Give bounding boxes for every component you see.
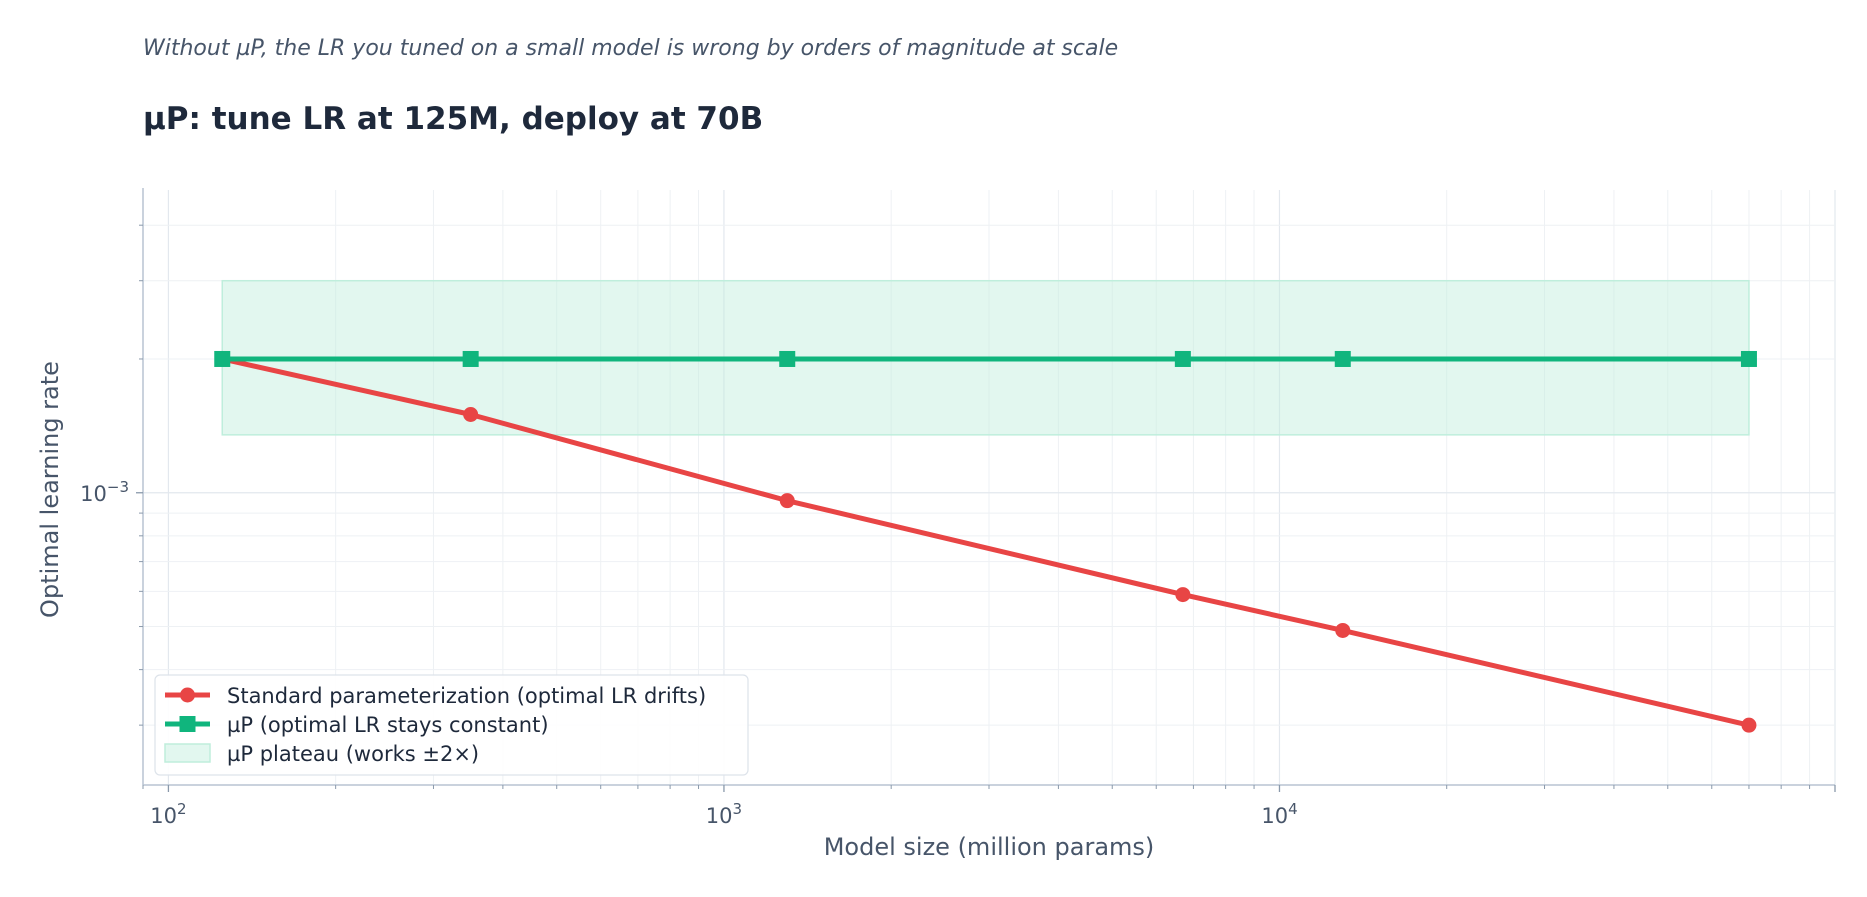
legend-box — [154, 674, 749, 776]
data-point-square — [462, 350, 479, 367]
data-point-circle — [463, 406, 479, 422]
legend-swatch-mup-marker — [179, 716, 196, 732]
series-line-0 — [221, 356, 1750, 728]
data-point-circle — [1175, 587, 1191, 603]
x-tick-label: 102 — [150, 800, 186, 828]
data-point-square — [1174, 350, 1191, 367]
data-point-square — [1334, 350, 1351, 367]
legend-swatch-standard-marker — [180, 687, 195, 703]
chart-title: µP: tune LR at 125M, deploy at 70B — [143, 101, 764, 137]
x-axis-label: Model size (million params) — [824, 833, 1155, 861]
axes: 102 103 104 10−3 Model size (million params)… — [36, 188, 1836, 861]
series-layer — [214, 350, 1757, 733]
legend-swatch-band — [164, 743, 211, 763]
data-point-square — [779, 350, 796, 367]
data-point-circle — [1335, 622, 1351, 638]
y-axis-label: Optimal learning rate — [36, 361, 64, 618]
data-point-square — [214, 350, 231, 367]
legend-label-band: µP plateau (works ±2×) — [227, 742, 479, 766]
legend-label-standard: Standard parameterization (optimal LR dr… — [227, 684, 706, 708]
legend-label-mup: µP (optimal LR stays constant) — [227, 713, 549, 737]
y-tick-label: 10−3 — [80, 478, 129, 506]
x-tick-label: 104 — [1261, 800, 1297, 828]
data-point-circle — [779, 493, 795, 509]
data-point-circle — [1741, 717, 1757, 733]
x-tick-label: 103 — [706, 800, 742, 828]
chart-subtitle: Without µP, the LR you tuned on a small … — [143, 36, 1119, 61]
legend: Standard parameterization (optimal LR dr… — [154, 674, 749, 776]
data-point-square — [1740, 350, 1757, 367]
